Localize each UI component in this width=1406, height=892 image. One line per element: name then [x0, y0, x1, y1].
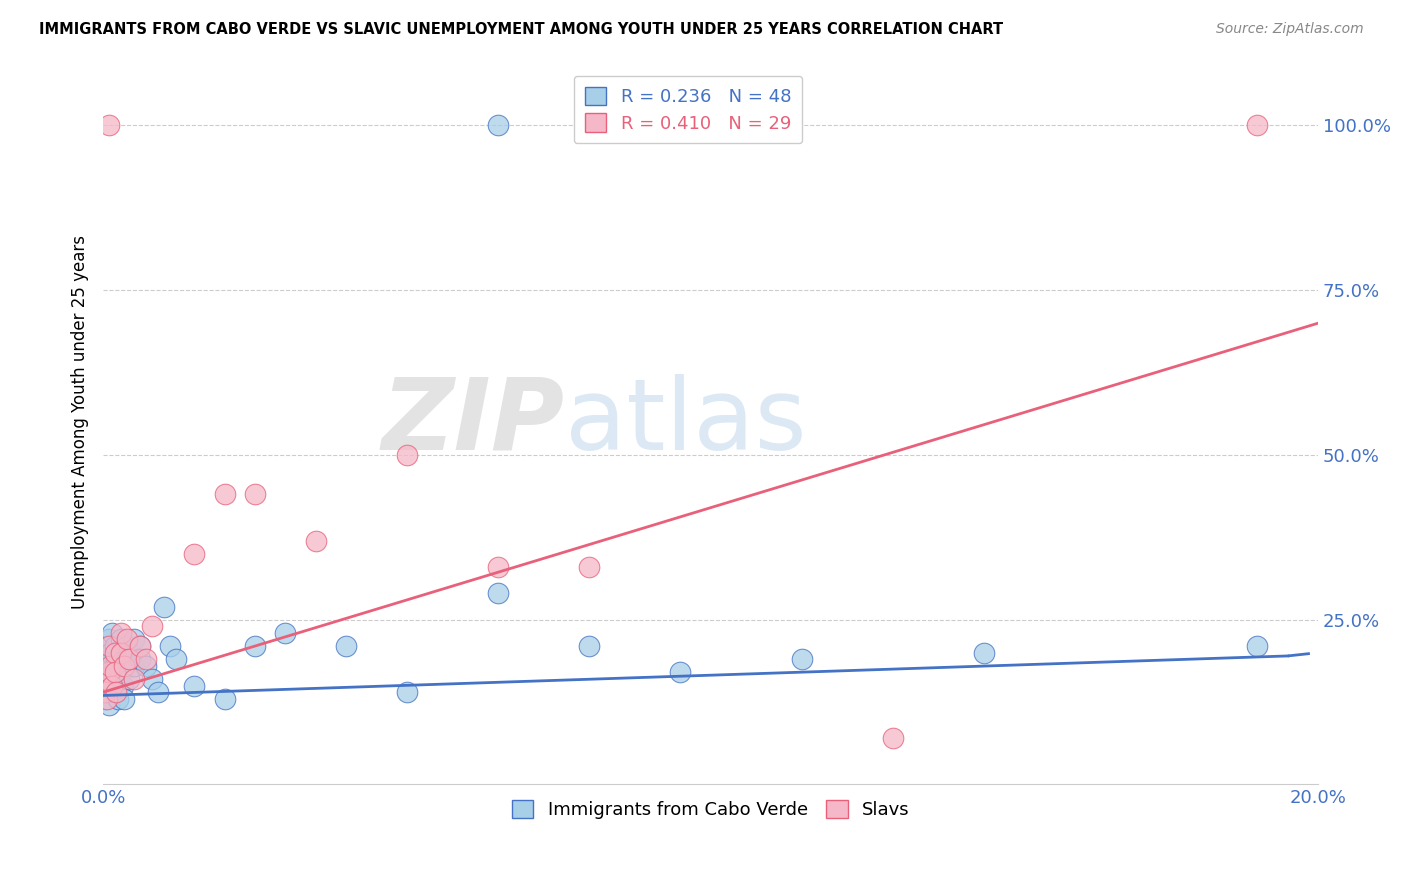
Point — [101, 625, 124, 640]
Point — [183, 547, 205, 561]
Point — [112, 691, 135, 706]
Point — [104, 646, 127, 660]
Point — [159, 639, 181, 653]
Point — [243, 639, 266, 653]
Point — [395, 448, 418, 462]
Point — [117, 639, 139, 653]
Point — [96, 672, 118, 686]
Point — [98, 632, 121, 647]
Point — [98, 119, 121, 133]
Point — [486, 119, 509, 133]
Point — [128, 639, 150, 653]
Text: IMMIGRANTS FROM CABO VERDE VS SLAVIC UNEMPLOYMENT AMONG YOUTH UNDER 25 YEARS COR: IMMIGRANTS FROM CABO VERDE VS SLAVIC UNE… — [39, 22, 1004, 37]
Legend: Immigrants from Cabo Verde, Slavs: Immigrants from Cabo Verde, Slavs — [505, 792, 917, 826]
Point — [98, 652, 121, 666]
Point — [141, 672, 163, 686]
Point — [486, 586, 509, 600]
Point — [669, 665, 692, 680]
Point — [98, 639, 121, 653]
Point — [104, 658, 127, 673]
Point — [117, 652, 139, 666]
Point — [117, 672, 139, 686]
Point — [101, 679, 124, 693]
Point — [117, 632, 139, 647]
Point — [1246, 119, 1268, 133]
Point — [790, 652, 813, 666]
Point — [128, 639, 150, 653]
Point — [96, 665, 118, 680]
Point — [104, 665, 127, 680]
Point — [96, 639, 118, 653]
Point — [578, 639, 600, 653]
Point — [100, 646, 122, 660]
Point — [107, 672, 129, 686]
Point — [110, 646, 132, 660]
Point — [305, 533, 328, 548]
Point — [97, 698, 120, 713]
Point — [110, 632, 132, 647]
Point — [105, 685, 128, 699]
Point — [105, 652, 128, 666]
Point — [96, 691, 118, 706]
Point — [153, 599, 176, 614]
Point — [104, 639, 127, 653]
Point — [128, 652, 150, 666]
Point — [110, 646, 132, 660]
Y-axis label: Unemployment Among Youth under 25 years: Unemployment Among Youth under 25 years — [72, 235, 89, 609]
Point — [122, 672, 145, 686]
Text: Source: ZipAtlas.com: Source: ZipAtlas.com — [1216, 22, 1364, 37]
Text: ZIP: ZIP — [382, 374, 565, 470]
Point — [97, 665, 120, 680]
Point — [122, 658, 145, 673]
Point — [112, 658, 135, 673]
Point — [100, 658, 122, 673]
Point — [141, 619, 163, 633]
Point — [135, 652, 157, 666]
Point — [183, 679, 205, 693]
Point — [335, 639, 357, 653]
Point — [111, 679, 134, 693]
Point — [214, 691, 236, 706]
Point — [96, 658, 118, 673]
Point — [135, 658, 157, 673]
Point — [882, 731, 904, 746]
Point — [122, 632, 145, 647]
Point — [146, 685, 169, 699]
Text: atlas: atlas — [565, 374, 807, 470]
Point — [97, 679, 120, 693]
Point — [110, 625, 132, 640]
Point — [973, 646, 995, 660]
Point — [107, 691, 129, 706]
Point — [274, 625, 297, 640]
Point — [100, 672, 122, 686]
Point — [103, 685, 125, 699]
Point — [243, 487, 266, 501]
Point — [101, 665, 124, 680]
Point — [94, 691, 117, 706]
Point — [578, 560, 600, 574]
Point — [1246, 639, 1268, 653]
Point — [110, 665, 132, 680]
Point — [214, 487, 236, 501]
Point — [486, 560, 509, 574]
Point — [395, 685, 418, 699]
Point — [165, 652, 187, 666]
Point — [117, 652, 139, 666]
Point — [94, 685, 117, 699]
